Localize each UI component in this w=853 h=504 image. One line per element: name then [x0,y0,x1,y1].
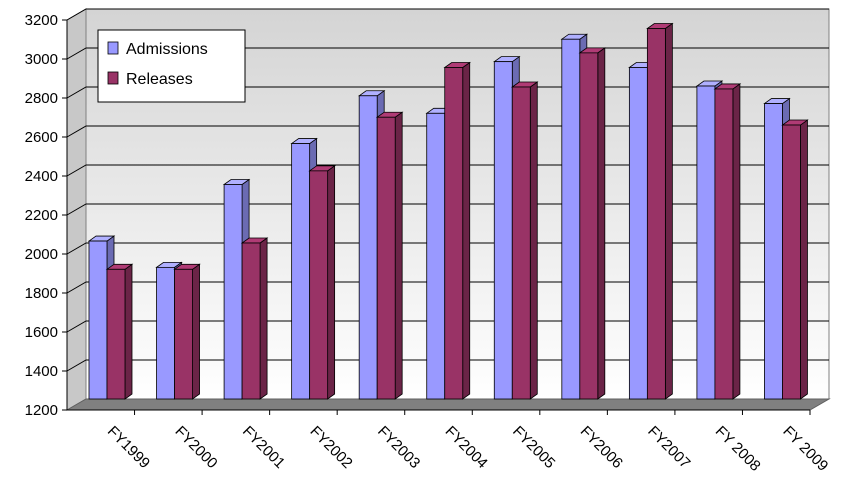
bar-front [376,116,396,400]
bar-front [579,52,599,400]
plot-floor [65,398,831,411]
x-tick-label: FY2003 [374,423,423,472]
x-tick-label: FY2000 [171,423,220,472]
bar-front [714,88,734,400]
bar-releases-fy2006 [578,47,607,400]
y-tick-label: 1800 [25,285,58,302]
bar-side [732,83,741,400]
bar-side [597,47,606,400]
bar-side [192,263,200,400]
y-tick-label: 2200 [25,207,58,224]
bar-releases-fy2001 [240,237,269,400]
y-tick-label: 1600 [25,324,58,341]
bar-front [88,240,108,400]
bar-releases-fy2009 [781,119,809,400]
gridline [66,8,829,21]
bar-front [309,170,329,400]
y-tick-label: 2400 [25,168,58,185]
bar-releases-fy2005 [511,81,539,400]
y-tick-label: 3200 [25,12,58,29]
bar-front [628,67,648,400]
bar-front [156,266,175,400]
bar-releases-fy1999 [105,263,134,400]
legend-label-admissions: Admissions [126,41,208,58]
x-tick-label: FY2006 [577,423,626,472]
bar-side [259,237,268,400]
bar-front [493,61,513,400]
bar-front [291,143,311,400]
bar-front [106,268,126,400]
bar-front [444,67,464,400]
bar-front [241,242,261,400]
legend-swatch-releases [107,71,119,85]
legend-label-releases: Releases [126,71,193,88]
bar-releases-fy2003 [375,111,404,400]
y-tick-label: 2800 [25,90,58,107]
bar-front [561,38,581,400]
y-tick-label: 1200 [25,402,58,419]
x-tick-label: FY 2009 [779,423,831,475]
legend-box [97,29,246,103]
bar-front [696,85,716,400]
x-tick-label: FY2001 [239,423,288,472]
bar-side [394,111,403,400]
bar-front [174,268,193,400]
bar-side [800,119,808,400]
x-tick-label: FY1999 [104,423,153,472]
bar-front [223,184,243,400]
bar-front [511,86,531,400]
y-axis: 1200 1400 1600 1800 2000 2200 2400 2600 2800 3000… [25,12,810,419]
bar-releases-fy2007 [646,22,674,400]
bar-front [646,28,666,400]
bar-releases-fy2004 [443,61,471,400]
bar-front [764,103,783,400]
y-tick-label: 2600 [25,129,58,146]
y-tick-label: 1400 [25,363,58,380]
legend-swatch-admissions [107,41,119,55]
bar-front [782,124,801,400]
y-tick-label: 3000 [25,51,58,68]
bar-front [358,95,378,400]
x-axis-labels: FY1999 FY2000 FY2001 FY2002 FY2003 FY2004 FY20… [104,410,831,475]
x-tick-label: FY2007 [644,423,693,472]
x-tick-label: FY2004 [442,423,491,472]
x-tick-label: FY2005 [509,423,558,472]
bar-series [87,22,809,400]
bar-releases-fy2002 [308,165,336,400]
bar-side [462,61,471,400]
bar-side [664,22,673,400]
x-tick-label: FY2002 [307,423,356,472]
bar-releases-fy2000 [173,263,201,400]
bar-side [124,263,133,400]
bar-releases-fy2008 [713,83,742,400]
legend: Admissions Releases [97,29,246,103]
y-tick-label: 2000 [25,246,58,263]
bar-side [529,81,538,400]
x-tick-label: FY 2008 [712,423,764,475]
bar-front [426,112,446,400]
bar-side [327,165,336,400]
